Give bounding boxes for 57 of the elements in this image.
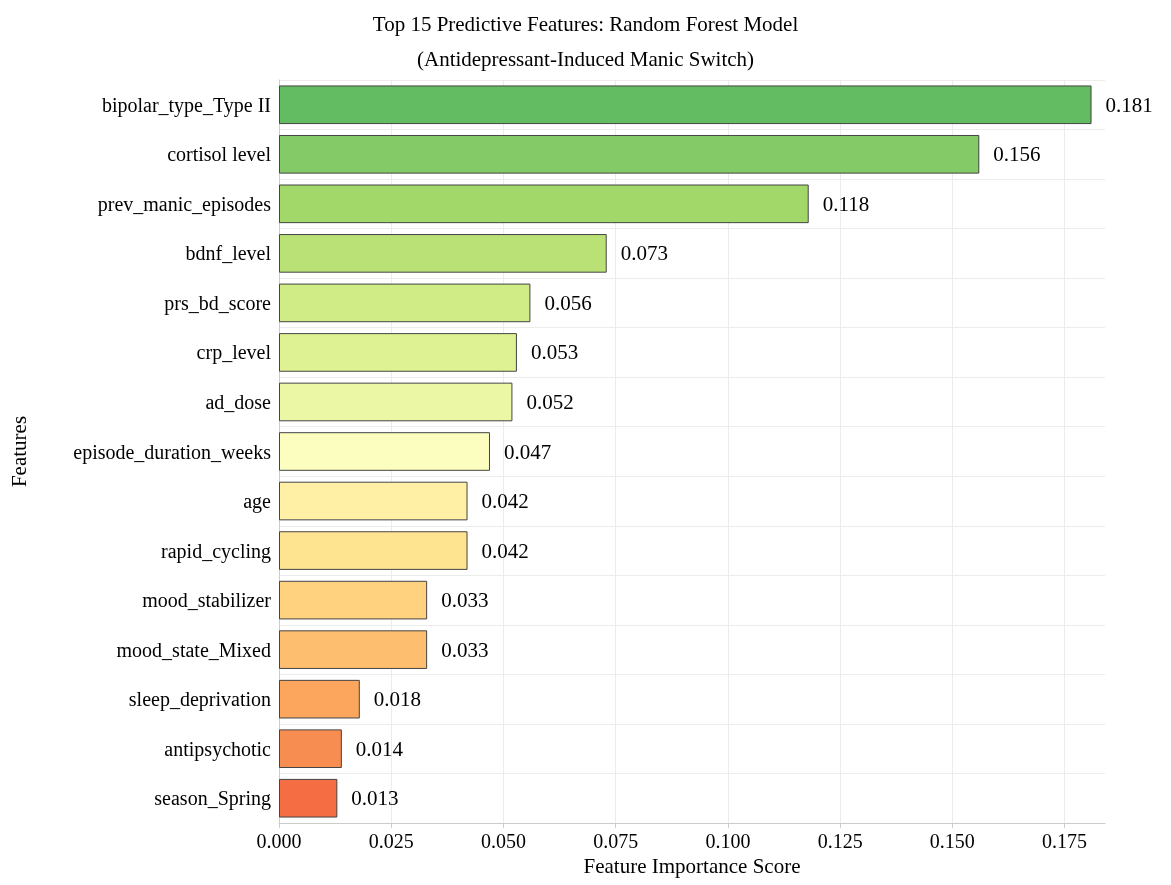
chart-subtitle: (Antidepressant-Induced Manic Switch): [416, 46, 755, 71]
bar: [279, 580, 428, 620]
data-label: 0.047: [503, 439, 552, 464]
x-tick-label: 0.050: [480, 830, 526, 852]
bar: [279, 729, 342, 769]
bar: [279, 679, 360, 719]
data-label: 0.013: [351, 786, 399, 811]
data-label: 0.042: [481, 489, 529, 514]
data-label: 0.033: [441, 588, 489, 613]
data-label: 0.181: [1105, 92, 1153, 117]
data-label: 0.053: [530, 340, 579, 365]
bar: [279, 283, 531, 323]
bar: [279, 333, 517, 372]
data-label: 0.018: [373, 687, 422, 712]
x-tick-label: 0.125: [817, 830, 863, 852]
bar: [279, 85, 1092, 125]
bar: [279, 184, 809, 224]
bar: [279, 432, 490, 471]
y-tick-label: antipsychotic: [164, 737, 272, 761]
x-tick-label: 0.175: [1042, 830, 1088, 852]
data-label: 0.014: [355, 736, 404, 761]
y-tick-label: prs_bd_score: [164, 291, 272, 315]
bar: [279, 382, 513, 422]
y-tick-label: ad_dose: [205, 390, 272, 413]
chart-title: Top 15 Predictive Features: Random Forest Model: [372, 11, 799, 36]
data-label: 0.052: [526, 389, 574, 414]
data-label: 0.118: [822, 191, 870, 216]
y-tick-label: season_Spring: [154, 787, 271, 811]
x-axis-title: Feature Importance Score: [583, 854, 801, 879]
data-label: 0.056: [544, 290, 592, 315]
y-tick-label: mood_state_Mixed: [116, 638, 271, 661]
x-tick-label: 0.100: [705, 830, 751, 852]
y-tick-label: episode_duration_weeks: [73, 440, 272, 464]
x-tick-label: 0.150: [929, 830, 975, 852]
bar: [279, 481, 468, 521]
data-label: 0.073: [620, 241, 668, 266]
data-label: 0.156: [993, 142, 1041, 167]
y-tick-label: cortisol level: [167, 143, 272, 166]
y-tick-label: crp_level: [196, 341, 272, 365]
bar: [279, 234, 607, 273]
y-tick-label: bdnf_level: [185, 242, 272, 265]
y-tick-label: rapid_cycling: [161, 539, 271, 563]
y-tick-label: bipolar_type_Type II: [101, 93, 271, 117]
y-tick-label: prev_manic_episodes: [97, 192, 272, 216]
y-axis-title: Features: [6, 415, 31, 488]
bar: [279, 531, 468, 570]
y-tick-label: mood_stabilizer: [142, 589, 272, 612]
data-label: 0.042: [481, 538, 529, 563]
x-tick-label: 0.000: [256, 830, 302, 852]
x-tick-label: 0.075: [593, 830, 639, 852]
y-tick-label: age: [243, 490, 272, 514]
bar: [279, 630, 428, 669]
bar: [279, 134, 980, 174]
y-tick-label: sleep_deprivation: [128, 688, 271, 712]
bar: [279, 778, 338, 818]
x-tick-label: 0.025: [368, 830, 414, 852]
data-label: 0.033: [441, 637, 489, 662]
